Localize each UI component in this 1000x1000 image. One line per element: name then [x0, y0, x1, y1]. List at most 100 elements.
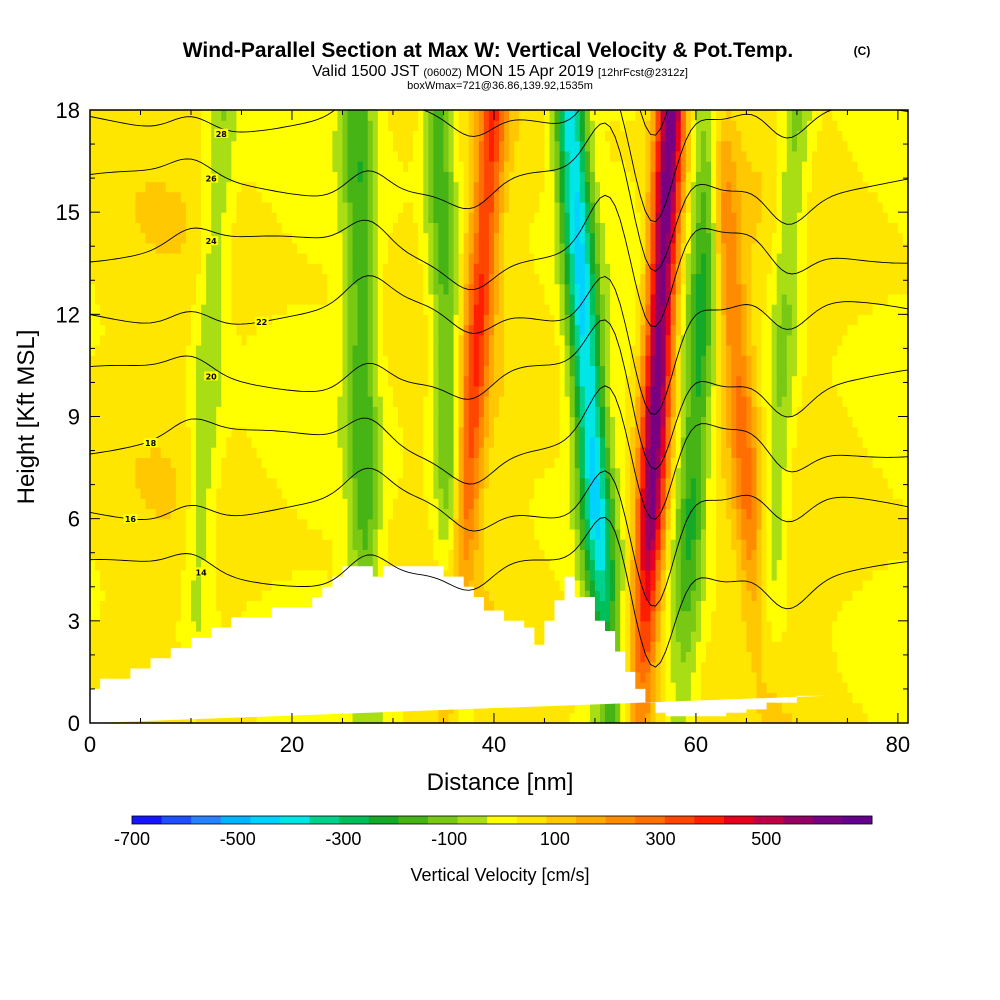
velocity-cell — [100, 610, 106, 622]
velocity-cell — [100, 631, 106, 642]
velocity-cell — [347, 508, 354, 520]
velocity-cell — [433, 293, 440, 305]
velocity-cell — [95, 283, 101, 295]
velocity-cell — [398, 518, 404, 530]
velocity-cell — [216, 314, 222, 326]
velocity-cell — [140, 436, 147, 448]
velocity-cell — [190, 304, 197, 315]
velocity-cell — [377, 416, 384, 428]
velocity-cell — [448, 365, 455, 377]
velocity-cell — [493, 161, 500, 172]
velocity-cell — [347, 191, 354, 203]
velocity-cell — [312, 549, 318, 561]
velocity-cell — [398, 436, 404, 448]
velocity-cell — [201, 406, 207, 418]
velocity-cell — [150, 212, 157, 223]
velocity-cell — [458, 528, 465, 540]
velocity-cell — [428, 467, 434, 479]
velocity-cell — [201, 222, 207, 234]
velocity-cell — [377, 171, 384, 183]
velocity-cell — [408, 467, 414, 479]
velocity-cell — [155, 161, 162, 172]
velocity-cell — [483, 447, 490, 458]
velocity-cell — [499, 273, 505, 285]
velocity-cell — [453, 416, 460, 428]
velocity-cell — [367, 436, 374, 448]
velocity-cell — [392, 253, 399, 264]
velocity-cell — [423, 263, 429, 275]
velocity-cell — [493, 120, 500, 132]
velocity-cell — [145, 293, 152, 305]
velocity-cell — [468, 334, 475, 346]
velocity-cell — [342, 130, 349, 142]
velocity-cell — [408, 426, 414, 438]
velocity-cell — [448, 201, 455, 213]
velocity-cell — [160, 641, 167, 653]
velocity-cell — [231, 253, 238, 264]
velocity-cell — [337, 477, 344, 489]
velocity-cell — [110, 201, 116, 213]
velocity-cell — [145, 661, 152, 673]
velocity-cell — [372, 396, 379, 407]
velocity-cell — [150, 365, 157, 377]
velocity-cell — [90, 273, 96, 285]
velocity-cell — [488, 263, 495, 275]
velocity-cell — [387, 508, 394, 520]
velocity-cell — [347, 528, 354, 540]
velocity-cell — [170, 436, 177, 448]
velocity-cell — [433, 171, 440, 183]
velocity-cell — [226, 355, 232, 367]
velocity-cell — [387, 314, 394, 326]
velocity-cell — [201, 610, 207, 622]
velocity-cell — [327, 406, 333, 418]
velocity-cell — [448, 253, 455, 264]
velocity-cell — [347, 436, 354, 448]
velocity-cell — [403, 273, 409, 285]
velocity-cell — [241, 488, 248, 499]
velocity-cell — [347, 375, 354, 387]
velocity-cell — [398, 559, 404, 571]
velocity-cell — [125, 222, 131, 234]
velocity-cell — [463, 375, 470, 387]
velocity-cell — [327, 365, 333, 377]
velocity-cell — [100, 590, 106, 601]
velocity-cell — [90, 610, 96, 622]
velocity-cell — [458, 344, 465, 356]
velocity-cell — [130, 293, 137, 305]
velocity-cell — [150, 651, 157, 663]
velocity-cell — [463, 528, 470, 540]
velocity-cell — [256, 242, 263, 254]
velocity-cell — [100, 344, 106, 356]
velocity-cell — [165, 130, 172, 142]
velocity-cell — [170, 253, 177, 264]
velocity-cell — [190, 201, 197, 213]
velocity-cell — [206, 191, 212, 203]
velocity-cell — [499, 324, 505, 336]
velocity-cell — [135, 579, 142, 591]
velocity-cell — [246, 579, 253, 591]
velocity-cell — [185, 498, 192, 510]
velocity-cell — [160, 396, 167, 407]
velocity-cell — [307, 396, 313, 407]
velocity-cell — [291, 273, 298, 285]
velocity-cell — [165, 334, 172, 346]
velocity-cell — [468, 406, 475, 418]
velocity-cell — [105, 314, 111, 326]
velocity-cell — [175, 396, 182, 407]
velocity-cell — [190, 283, 197, 295]
velocity-cell — [367, 406, 374, 418]
velocity-cell — [165, 253, 172, 264]
velocity-cell — [493, 488, 500, 499]
velocity-cell — [276, 130, 283, 142]
velocity-cell — [190, 539, 197, 550]
velocity-cell — [493, 201, 500, 213]
velocity-cell — [453, 120, 460, 132]
velocity-cell — [165, 273, 172, 285]
velocity-cell — [160, 263, 167, 275]
velocity-cell — [322, 457, 328, 469]
velocity-cell — [478, 314, 485, 326]
velocity-cell — [398, 150, 404, 162]
velocity-cell — [453, 314, 460, 326]
velocity-cell — [312, 110, 318, 121]
